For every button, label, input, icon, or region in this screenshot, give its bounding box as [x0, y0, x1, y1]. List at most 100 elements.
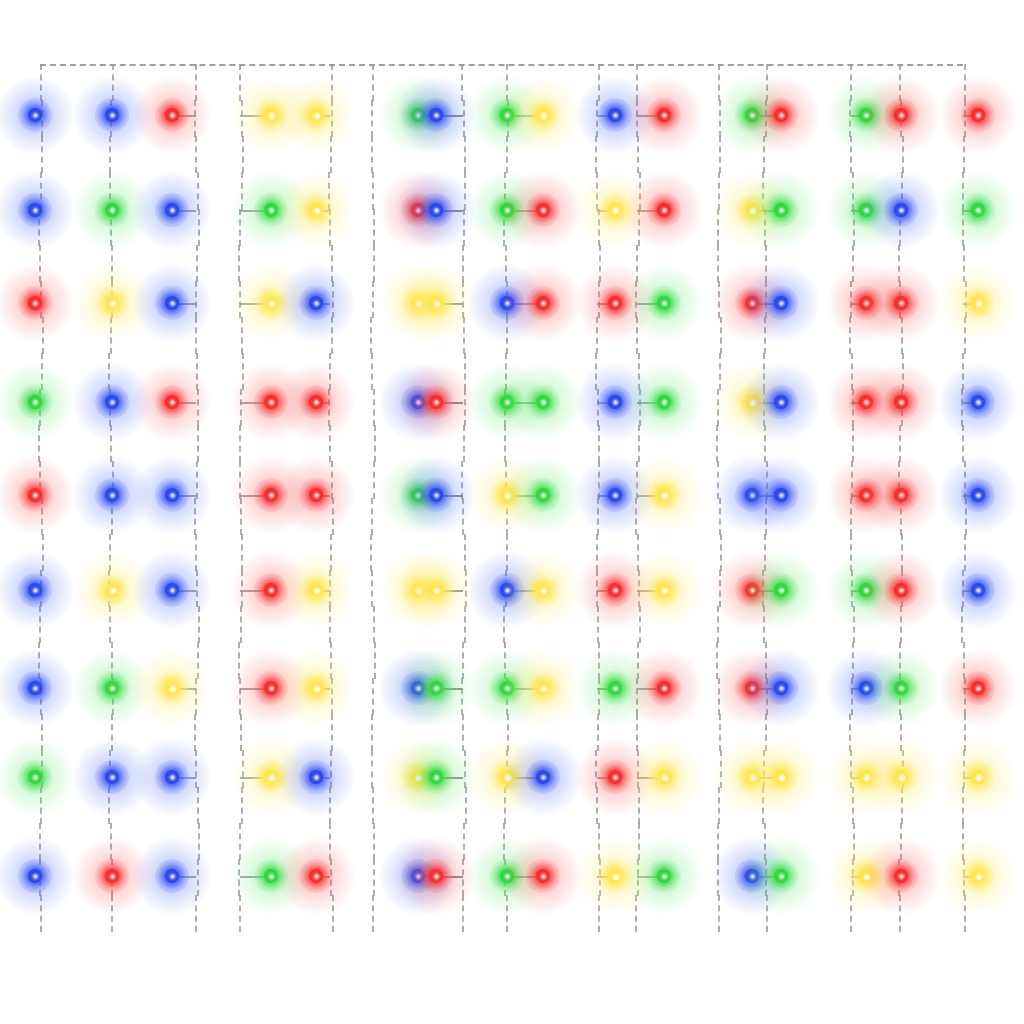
bulb-hotspot-icon [864, 873, 871, 880]
bulb-lead-wire [436, 876, 463, 878]
bulb-hotspot-icon [899, 587, 905, 593]
bulb-lead-wire [505, 876, 543, 878]
drop-wire-segment [109, 605, 112, 643]
drop-wire-segment [372, 678, 375, 716]
drop-wire-segment [38, 858, 41, 896]
drop-wire-segment [196, 786, 199, 824]
led-bulb-red [745, 583, 759, 597]
drop-wire-segment [40, 497, 43, 535]
drop-wire-segment [108, 786, 111, 824]
led-bulb-red [264, 681, 278, 695]
drop-wire-segment [637, 642, 640, 680]
bulb-hotspot-icon [33, 774, 39, 780]
led-bulb-red [536, 869, 550, 883]
bulb-hotspot-icon [170, 587, 176, 593]
bulb-hotspot-icon [613, 399, 619, 405]
bulb-hotspot-icon [170, 207, 176, 213]
drop-wire-segment [637, 353, 640, 391]
bulb-hotspot-icon [779, 685, 785, 691]
bulb-hotspot-icon [899, 873, 905, 879]
drop-wire-segment [328, 605, 331, 643]
bulb-lead-wire [172, 303, 196, 305]
drop-wire-segment [371, 569, 374, 607]
bulb-hotspot-icon [899, 774, 906, 781]
led-bulb-yellow [657, 770, 671, 784]
drop-wire-segment [898, 858, 901, 896]
bulb-lead-wire [637, 688, 664, 690]
drop-wire-segment [238, 461, 241, 499]
drop-wire-segment [597, 280, 600, 318]
drop-wire-segment [40, 894, 43, 932]
drop-wire-segment [464, 750, 467, 788]
drop-wire-segment [241, 353, 244, 391]
led-bulb-red [859, 488, 873, 502]
bulb-hotspot-icon [613, 492, 619, 498]
bulb-lead-wire [240, 495, 271, 497]
drop-wire-segment [899, 280, 902, 318]
bulb-lead-wire [505, 495, 543, 497]
led-bulb-blue [774, 296, 788, 310]
drop-wire-segment [635, 678, 638, 716]
drop-wire-segment [597, 605, 600, 643]
drop-wire-segment [328, 389, 331, 427]
led-bulb-green [28, 395, 42, 409]
bulb-hotspot-icon [662, 587, 669, 594]
bulb-lead-wire [851, 777, 866, 779]
bulb-hotspot-icon [750, 685, 756, 691]
bulb-hotspot-icon [33, 112, 39, 118]
bulb-hotspot-icon [662, 300, 668, 306]
led-bulb-green [500, 203, 514, 217]
bulb-lead-wire [752, 402, 764, 404]
drop-wire-segment [240, 389, 243, 427]
bulb-lead-wire [418, 402, 463, 404]
bulb-lead-wire [35, 590, 40, 592]
drop-wire-segment [38, 822, 41, 860]
bulb-lead-wire [505, 688, 543, 690]
drop-wire-segment [462, 714, 465, 752]
drop-wire-segment [637, 425, 640, 463]
drop-wire-segment [503, 425, 506, 463]
bulb-hotspot-icon [899, 685, 905, 691]
drop-wire-segment [506, 100, 509, 138]
drop-wire-segment [506, 894, 509, 932]
led-bulb-green [657, 869, 671, 883]
led-bulb-blue [774, 681, 788, 695]
bulb-hotspot-icon [976, 873, 983, 880]
led-bulb-red [657, 108, 671, 122]
drop-wire-segment [963, 858, 966, 896]
drop-wire-segment [331, 894, 334, 932]
bulb-lead-wire [597, 688, 615, 690]
led-bulb-blue [500, 583, 514, 597]
drop-wire-segment [717, 678, 720, 716]
drop-wire-segment [638, 389, 641, 427]
drop-wire-segment [239, 208, 242, 246]
led-bulb-yellow [105, 583, 119, 597]
led-bulb-red [745, 681, 759, 695]
drop-wire-segment [901, 569, 904, 607]
drop-wire-segment [194, 894, 197, 932]
drop-wire-segment [963, 244, 966, 282]
bulb-lead-wire [240, 876, 271, 878]
drop-wire-segment [38, 605, 41, 643]
bulb-hotspot-icon [505, 685, 511, 691]
drop-wire-segment [765, 280, 768, 318]
bulb-lead-wire [316, 210, 330, 212]
bulb-lead-wire [418, 495, 463, 497]
drop-wire-segment [901, 786, 904, 824]
drop-wire-segment [196, 642, 199, 680]
bulb-lead-wire [418, 688, 463, 690]
led-bulb-green [774, 583, 788, 597]
bulb-lead-wire [637, 303, 664, 305]
drop-wire-segment [851, 461, 854, 499]
bulb-lead-wire [240, 210, 271, 212]
drop-wire-segment [765, 894, 768, 932]
led-bulb-green [774, 869, 788, 883]
led-bulb-blue [411, 681, 425, 695]
led-bulb-red [894, 583, 908, 597]
bulb-hotspot-icon [314, 685, 321, 692]
drop-wire-segment [40, 353, 43, 391]
drop-wire-segment [716, 858, 719, 896]
led-bulb-blue [971, 583, 985, 597]
drop-wire-segment [719, 750, 722, 788]
bulb-hotspot-icon [505, 399, 511, 405]
